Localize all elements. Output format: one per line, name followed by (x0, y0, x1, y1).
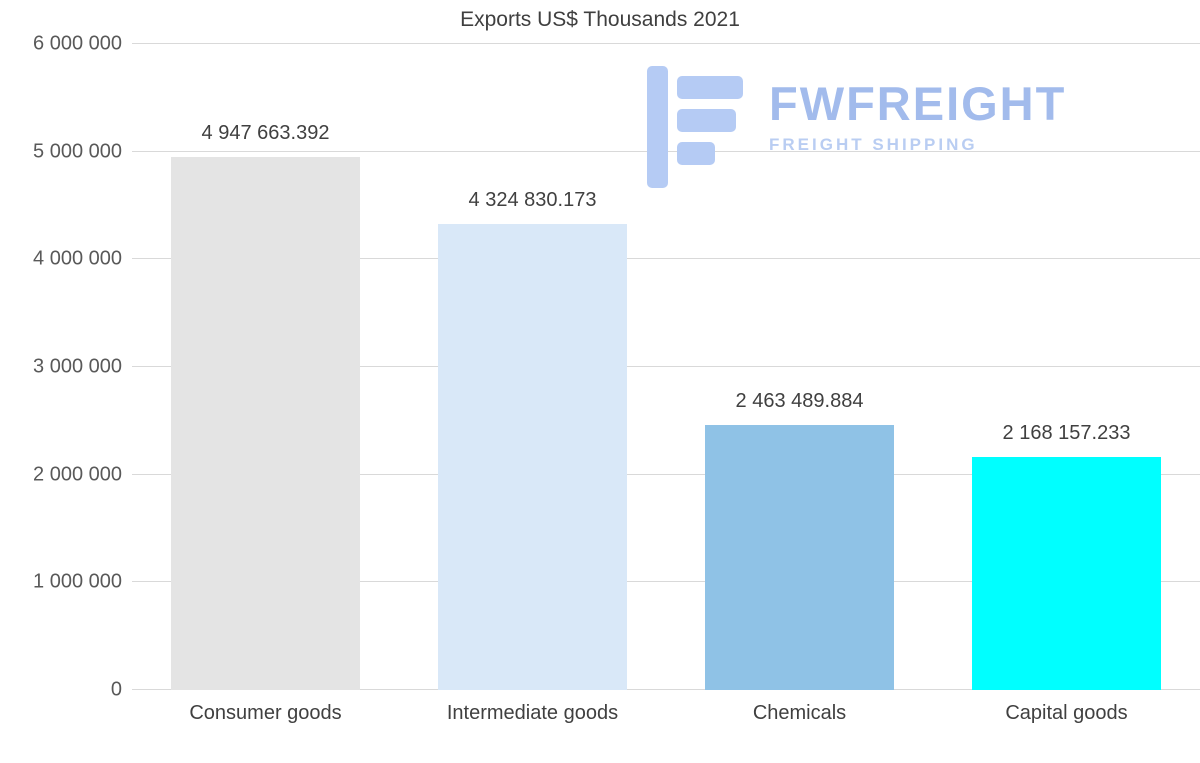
gridline (132, 258, 1200, 260)
bar-value-label: 2 168 157.233 (1002, 421, 1131, 444)
watermark-name: FWFREIGHT (769, 77, 1067, 130)
y-tick-label: 0 (110, 678, 122, 701)
gridline (132, 43, 1200, 44)
y-tick-label: 5 000 000 (33, 140, 122, 163)
y-tick-label: 2 000 000 (33, 463, 122, 486)
bar-band: 4 947 663.392 (132, 44, 399, 690)
x-axis: Consumer goods Intermediate goods Chemical… (132, 702, 1200, 725)
watermark-tagline: FREIGHT SHIPPING (769, 135, 978, 154)
bar-value-label: 2 463 489.884 (735, 389, 864, 412)
bars-container: 4 947 663.392 4 324 830.173 2 463 489.884 2… (132, 44, 1200, 690)
bar-band: 4 324 830.173 (399, 44, 666, 690)
bar (437, 224, 628, 690)
gridline (132, 581, 1200, 583)
watermark-text: FWFREIGHT FREIGHT SHIPPING (769, 66, 1076, 155)
bar (704, 424, 895, 690)
bar-value-label: 4 947 663.392 (201, 122, 330, 145)
fwfreight-logo-icon (647, 66, 743, 188)
x-category-label: Chemicals (752, 702, 847, 724)
y-axis: 0 1 000 000 2 000 000 3 000 000 4 000 000 5 0… (0, 33, 122, 701)
chart-title: Exports US$ Thousands 2021 (460, 8, 740, 31)
gridline (132, 366, 1200, 367)
bar-value-label: 4 324 830.173 (468, 189, 597, 212)
y-tick-label: 1 000 000 (33, 570, 122, 593)
watermark-logo: FWFREIGHT FREIGHT SHIPPING (647, 66, 1076, 188)
bar-band: 2 463 489.884 (666, 44, 933, 690)
plot-area: FWFREIGHT FREIGHT SHIPPING 4 947 663.392… (132, 43, 1200, 690)
y-tick-label: 3 000 000 (33, 355, 122, 378)
bar (170, 157, 361, 690)
bar (971, 456, 1162, 690)
x-category-label: Intermediate goods (446, 702, 619, 724)
gridline (132, 473, 1200, 475)
y-tick-label: 4 000 000 (33, 247, 122, 270)
y-tick-label: 6 000 000 (33, 32, 122, 55)
x-category-label: Consumer goods (189, 702, 342, 724)
x-category-label: Capital goods (1005, 702, 1128, 724)
gridline (132, 689, 1200, 690)
bar-band: 2 168 157.233 (933, 44, 1200, 690)
